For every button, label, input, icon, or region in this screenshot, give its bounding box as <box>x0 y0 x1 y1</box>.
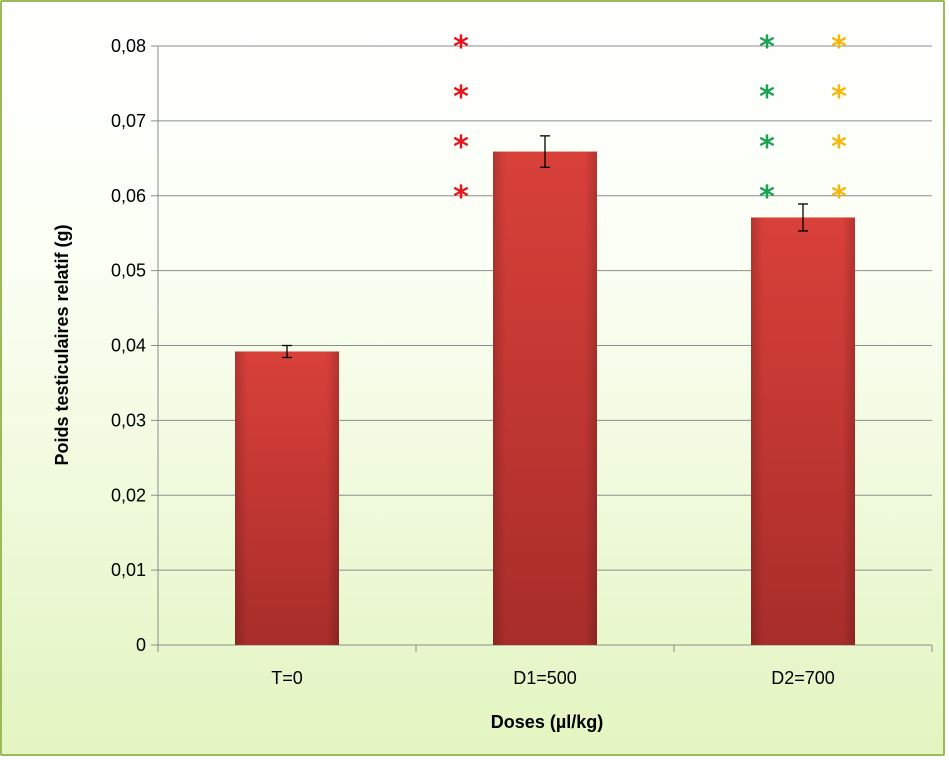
bar-shading <box>751 217 855 645</box>
bars <box>235 151 855 646</box>
significance-asterisk: * <box>759 80 775 115</box>
significance-asterisk: * <box>759 180 775 215</box>
significance-asterisk: * <box>453 80 469 115</box>
significance-asterisk: * <box>831 180 847 215</box>
x-tick-label: D2=700 <box>771 668 835 688</box>
x-tick-label: T=0 <box>271 668 303 688</box>
y-tick-label: 0 <box>136 635 146 655</box>
y-tick-label: 0,02 <box>111 485 146 505</box>
significance-asterisk: * <box>453 30 469 65</box>
y-tick-label: 0,06 <box>111 186 146 206</box>
error-bars <box>282 135 808 359</box>
x-tick-label: D1=500 <box>513 668 577 688</box>
significance-markers: * * * * * * * * * * * * <box>453 30 847 215</box>
significance-asterisk: * <box>453 130 469 165</box>
significance-asterisk: * <box>831 30 847 65</box>
significance-asterisk: * <box>759 30 775 65</box>
y-tick-label: 0,04 <box>111 336 146 356</box>
significance-asterisk: * <box>831 80 847 115</box>
y-tick-label: 0,01 <box>111 560 146 580</box>
tick-labels: 0 0,01 0,02 0,03 0,04 0,05 0,06 0,07 0,08 T=0 D1=5… <box>111 36 835 688</box>
y-tick-label: 0,07 <box>111 111 146 131</box>
y-axis-title: Poids testiculaires relatif (g) <box>52 224 72 465</box>
y-tick-label: 0,03 <box>111 410 146 430</box>
bar-shading <box>493 151 597 646</box>
significance-asterisk: * <box>831 130 847 165</box>
significance-asterisk: * <box>759 130 775 165</box>
bar-shading <box>235 351 339 645</box>
significance-asterisk: * <box>453 180 469 215</box>
y-tick-label: 0,08 <box>111 36 146 56</box>
x-axis-title: Doses (µl/kg) <box>491 712 603 732</box>
y-tick-label: 0,05 <box>111 261 146 281</box>
